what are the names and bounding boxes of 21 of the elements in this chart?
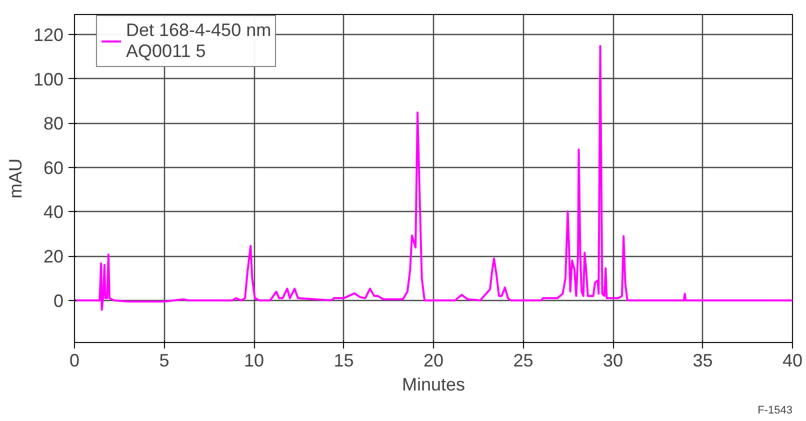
x-tick-label: 20: [423, 350, 444, 370]
x-tick-label: 10: [244, 350, 264, 370]
y-tick-label: 60: [43, 158, 64, 178]
x-tick-label: 5: [159, 350, 170, 370]
y-tick-label: 120: [33, 24, 64, 45]
x-tick-label: 35: [692, 350, 713, 370]
x-tick-label: 30: [602, 350, 624, 370]
x-axis-title: Minutes: [402, 374, 466, 394]
y-tick-label: 20: [43, 246, 64, 267]
x-tick-label: 15: [334, 350, 354, 370]
y-tick-label: 0: [53, 290, 64, 311]
x-tick-label: 25: [513, 350, 534, 370]
legend-label: Det 168-4-450 nm AQ0011 5: [126, 20, 272, 62]
x-tick-label: 0: [69, 350, 80, 370]
y-tick-label: 80: [43, 114, 64, 134]
y-tick-label: 100: [33, 69, 64, 90]
y-axis-title: mAU: [5, 158, 26, 198]
y-tick-label: 40: [43, 202, 64, 222]
x-tick-label: 40: [782, 350, 803, 370]
line-series: [74, 44, 792, 311]
text: F-1543: [758, 404, 793, 416]
